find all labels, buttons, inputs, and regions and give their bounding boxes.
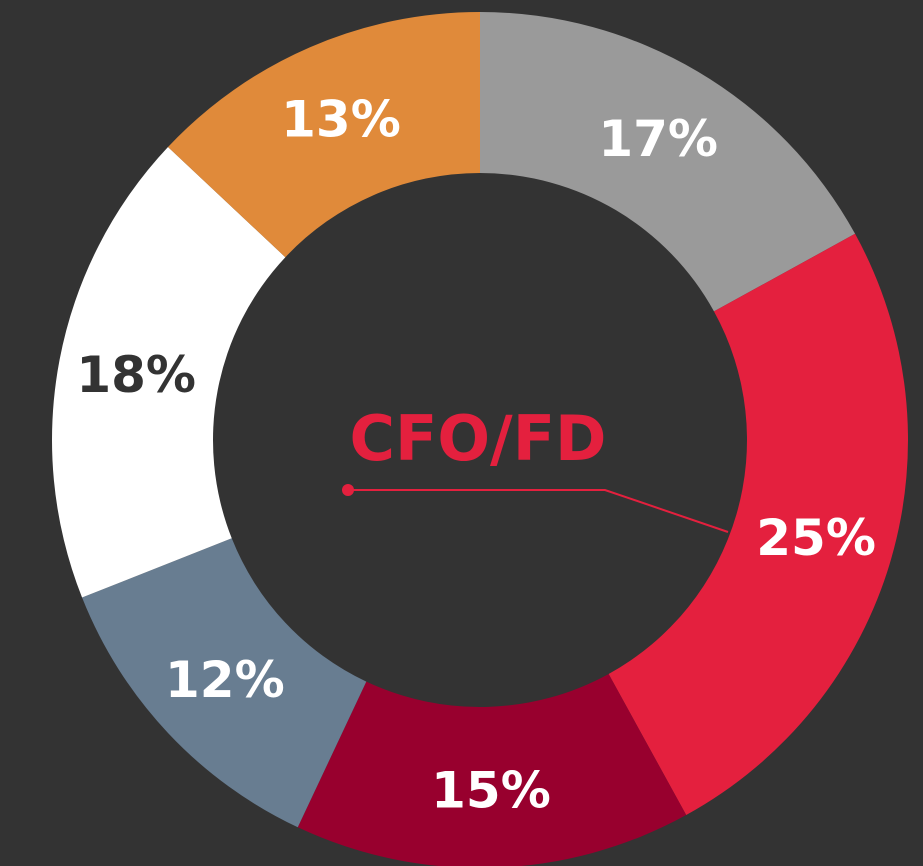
donut-segment [82,538,367,828]
leader-line [342,484,729,533]
value-label: 17% [598,110,718,168]
value-label: 25% [756,509,876,567]
value-label: 12% [165,651,285,709]
labels: 17% 25% 15% 12% 18% 13% [76,90,876,819]
value-label: 18% [76,346,196,404]
leader-dot [342,484,354,496]
value-label: 13% [281,90,401,148]
donut-segment [51,147,286,598]
value-label: 15% [431,761,551,819]
donut-segment [168,12,480,258]
donut-segment [297,673,687,866]
donut-segment [480,12,856,312]
donut-segment [608,233,908,816]
center-label: CFO/FD [349,402,606,475]
leader-polyline [348,489,729,533]
segments [51,12,908,866]
